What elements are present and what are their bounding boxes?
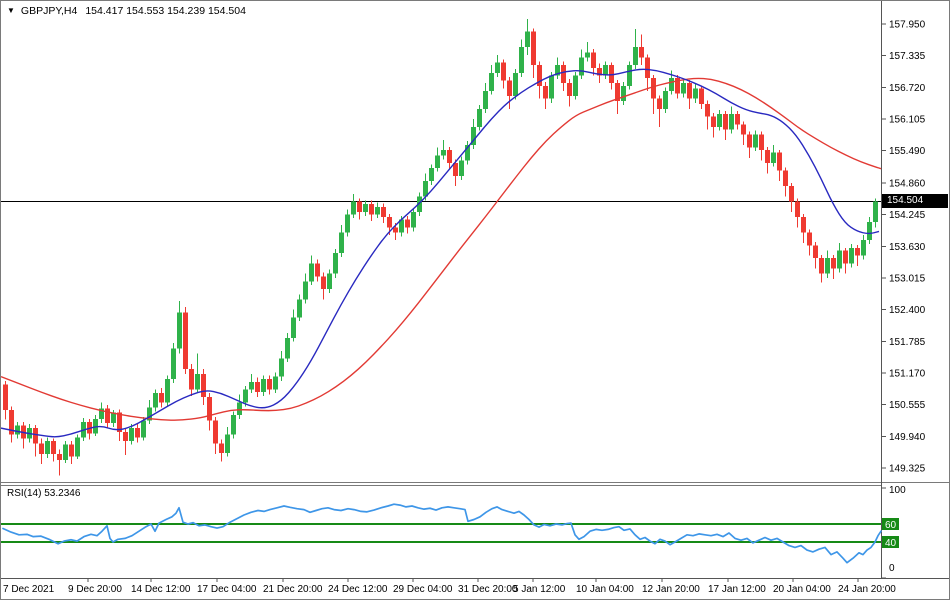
price-axis: 157.950 157.335 156.720 156.105 155.490 154.8… (881, 20, 926, 475)
current-price-badge: 154.504 (882, 194, 948, 208)
rsi-indicator-label: RSI(14) 53.2346 (7, 488, 81, 499)
time-axis: 7 Dec 2021 9 Dec 20:00 14 Dec 12:00 17 Dec … (3, 578, 896, 595)
svg-text:21 Dec 20:00: 21 Dec 20:00 (263, 584, 323, 595)
svg-text:157.950: 157.950 (889, 20, 926, 31)
svg-text:60: 60 (885, 520, 897, 531)
svg-text:150.555: 150.555 (889, 400, 926, 411)
svg-text:157.335: 157.335 (889, 51, 926, 62)
svg-text:10 Jan 04:00: 10 Jan 04:00 (576, 584, 634, 595)
chart-frame (1, 1, 949, 579)
svg-text:20 Jan 04:00: 20 Jan 04:00 (773, 584, 831, 595)
svg-text:149.940: 149.940 (889, 432, 926, 443)
svg-text:14 Dec 12:00: 14 Dec 12:00 (131, 584, 191, 595)
svg-text:17 Jan 12:00: 17 Jan 12:00 (708, 584, 766, 595)
svg-text:5 Jan 12:00: 5 Jan 12:00 (513, 584, 566, 595)
svg-text:155.490: 155.490 (889, 146, 926, 157)
chart-ohlc-values: 154.417 154.553 154.239 154.504 (85, 5, 246, 17)
rsi-levels: 60 40 100 0 (1, 485, 906, 579)
svg-text:154.860: 154.860 (889, 179, 926, 190)
svg-text:9 Dec 20:00: 9 Dec 20:00 (68, 584, 122, 595)
candles-layer (3, 18, 878, 476)
svg-text:100: 100 (889, 485, 906, 496)
svg-text:156.105: 156.105 (889, 114, 926, 125)
svg-text:151.785: 151.785 (889, 337, 926, 348)
ma-fast-line (1, 68, 880, 438)
svg-text:7 Dec 2021: 7 Dec 2021 (3, 584, 55, 595)
rsi-line (2, 503, 882, 564)
svg-text:40: 40 (885, 538, 897, 549)
svg-text:153.630: 153.630 (889, 242, 926, 253)
chart-title: ▼ GBPJPY,H4 154.417 154.553 154.239 154.… (7, 5, 246, 17)
svg-text:17 Dec 04:00: 17 Dec 04:00 (197, 584, 257, 595)
svg-text:151.170: 151.170 (889, 369, 926, 380)
svg-text:149.325: 149.325 (889, 464, 926, 475)
symbol-marker-icon: ▼ (7, 6, 15, 15)
svg-text:12 Jan 20:00: 12 Jan 20:00 (642, 584, 700, 595)
svg-text:154.245: 154.245 (889, 210, 926, 221)
chart-symbol-period: GBPJPY,H4 (20, 5, 78, 17)
svg-text:24 Dec 12:00: 24 Dec 12:00 (328, 584, 388, 595)
svg-text:153.015: 153.015 (889, 274, 926, 285)
svg-text:29 Dec 04:00: 29 Dec 04:00 (393, 584, 453, 595)
svg-text:31 Dec 20:00: 31 Dec 20:00 (458, 584, 518, 595)
svg-text:0: 0 (889, 563, 895, 574)
svg-text:24 Jan 20:00: 24 Jan 20:00 (838, 584, 896, 595)
svg-text:156.720: 156.720 (889, 83, 926, 94)
svg-text:152.400: 152.400 (889, 305, 926, 316)
ma-slow-line (1, 77, 882, 421)
